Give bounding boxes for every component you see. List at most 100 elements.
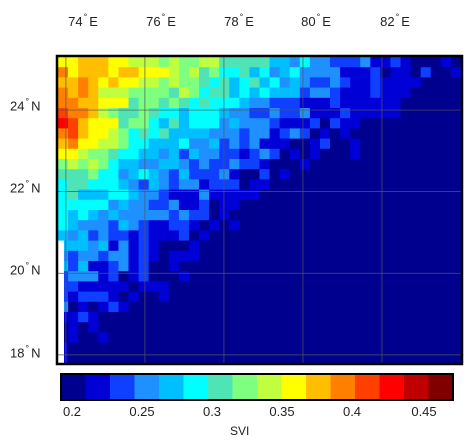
svi-cell — [269, 179, 281, 191]
svi-cell — [178, 87, 190, 99]
svi-cell — [58, 67, 69, 78]
svi-cell — [199, 250, 210, 262]
svi-cell — [98, 179, 109, 191]
svi-cell — [330, 332, 341, 344]
svi-cell — [450, 322, 462, 333]
svi-cell — [118, 230, 130, 242]
svi-cell — [98, 108, 109, 119]
svi-cell — [370, 67, 381, 78]
svi-cell — [188, 169, 200, 180]
svi-cell — [168, 108, 180, 119]
svi-cell — [400, 159, 412, 170]
svi-cell — [410, 352, 422, 364]
svi-cell — [58, 128, 69, 140]
svi-cell — [108, 87, 120, 99]
svi-cell — [440, 169, 452, 180]
svi-cell — [350, 271, 361, 282]
svi-cell — [360, 312, 371, 323]
svi-cell — [229, 87, 240, 99]
svi-cell — [269, 261, 281, 272]
svi-cell — [239, 261, 251, 272]
lon-label: 78° E — [224, 12, 254, 29]
svi-cell — [58, 57, 69, 68]
colorbar-swatch — [257, 374, 282, 400]
colorbar-tick-label: 0.25 — [129, 404, 155, 419]
svi-cell — [410, 322, 422, 333]
svi-cell — [178, 97, 190, 109]
svi-cell — [78, 230, 89, 242]
svi-cell — [410, 220, 422, 231]
svi-cell — [309, 322, 321, 333]
svi-cell — [199, 97, 210, 109]
svi-cell — [380, 210, 392, 221]
svi-cell — [108, 67, 120, 78]
svi-cell — [199, 189, 210, 201]
svi-cell — [269, 322, 281, 333]
lat-label: 18° N — [10, 343, 41, 361]
svi-cell — [319, 118, 331, 129]
svi-cell — [430, 77, 442, 89]
svi-cell — [148, 261, 160, 272]
svi-cell — [148, 57, 160, 68]
svi-cell — [138, 312, 150, 323]
svi-cell — [319, 322, 331, 333]
svi-cell — [108, 250, 120, 262]
svi-cell — [360, 240, 371, 252]
svi-cell — [209, 210, 220, 221]
svi-cell — [279, 230, 291, 242]
svi-cell — [158, 118, 170, 129]
svi-cell — [138, 108, 150, 119]
svi-cell — [88, 148, 99, 160]
svi-cell — [158, 128, 170, 140]
svi-cell — [309, 138, 321, 150]
svi-cell — [450, 291, 462, 303]
svi-cell — [138, 159, 150, 170]
svi-cell — [118, 301, 130, 313]
svi-cell — [400, 271, 412, 282]
svi-cell — [279, 210, 291, 221]
svi-cell — [219, 179, 230, 191]
graticule — [58, 57, 461, 363]
svi-cell — [410, 312, 422, 323]
svi-cell — [440, 128, 452, 140]
svi-cell — [450, 352, 462, 364]
svi-cell — [128, 322, 140, 333]
svi-cell — [148, 189, 160, 201]
svi-cell — [360, 189, 371, 201]
svi-cell — [199, 179, 210, 191]
svi-cell — [269, 332, 281, 344]
svi-cell — [239, 210, 251, 221]
svi-cell — [340, 128, 351, 140]
svi-cell — [158, 230, 170, 242]
svi-cell — [279, 271, 291, 282]
svi-cell — [199, 210, 210, 221]
svi-cell — [440, 77, 452, 89]
svi-cell — [289, 261, 301, 272]
svi-cell — [259, 108, 271, 119]
svi-cell — [259, 128, 271, 140]
colorbar-swatch — [379, 374, 405, 400]
svi-cell — [158, 87, 170, 99]
svi-cell — [78, 179, 89, 191]
svi-cell — [199, 57, 210, 68]
svi-cell — [370, 189, 381, 201]
svi-cell — [78, 271, 89, 282]
svi-cell — [450, 199, 462, 211]
svi-cell — [168, 281, 180, 293]
svi-cell — [319, 67, 331, 78]
colorbar-swatch — [159, 374, 184, 400]
svi-cell — [249, 108, 261, 119]
svi-cell — [88, 97, 99, 109]
svi-cell — [390, 301, 402, 313]
svi-cell — [289, 128, 301, 140]
svi-cell — [370, 250, 381, 262]
svi-cell — [88, 159, 99, 170]
svi-cell — [239, 352, 251, 364]
svi-cell — [78, 240, 89, 252]
svi-cell — [330, 118, 341, 129]
svi-cell — [299, 332, 311, 344]
svi-cell — [158, 169, 170, 180]
svi-cell — [420, 118, 432, 129]
svi-cell — [78, 322, 89, 333]
svi-cell — [168, 301, 180, 313]
